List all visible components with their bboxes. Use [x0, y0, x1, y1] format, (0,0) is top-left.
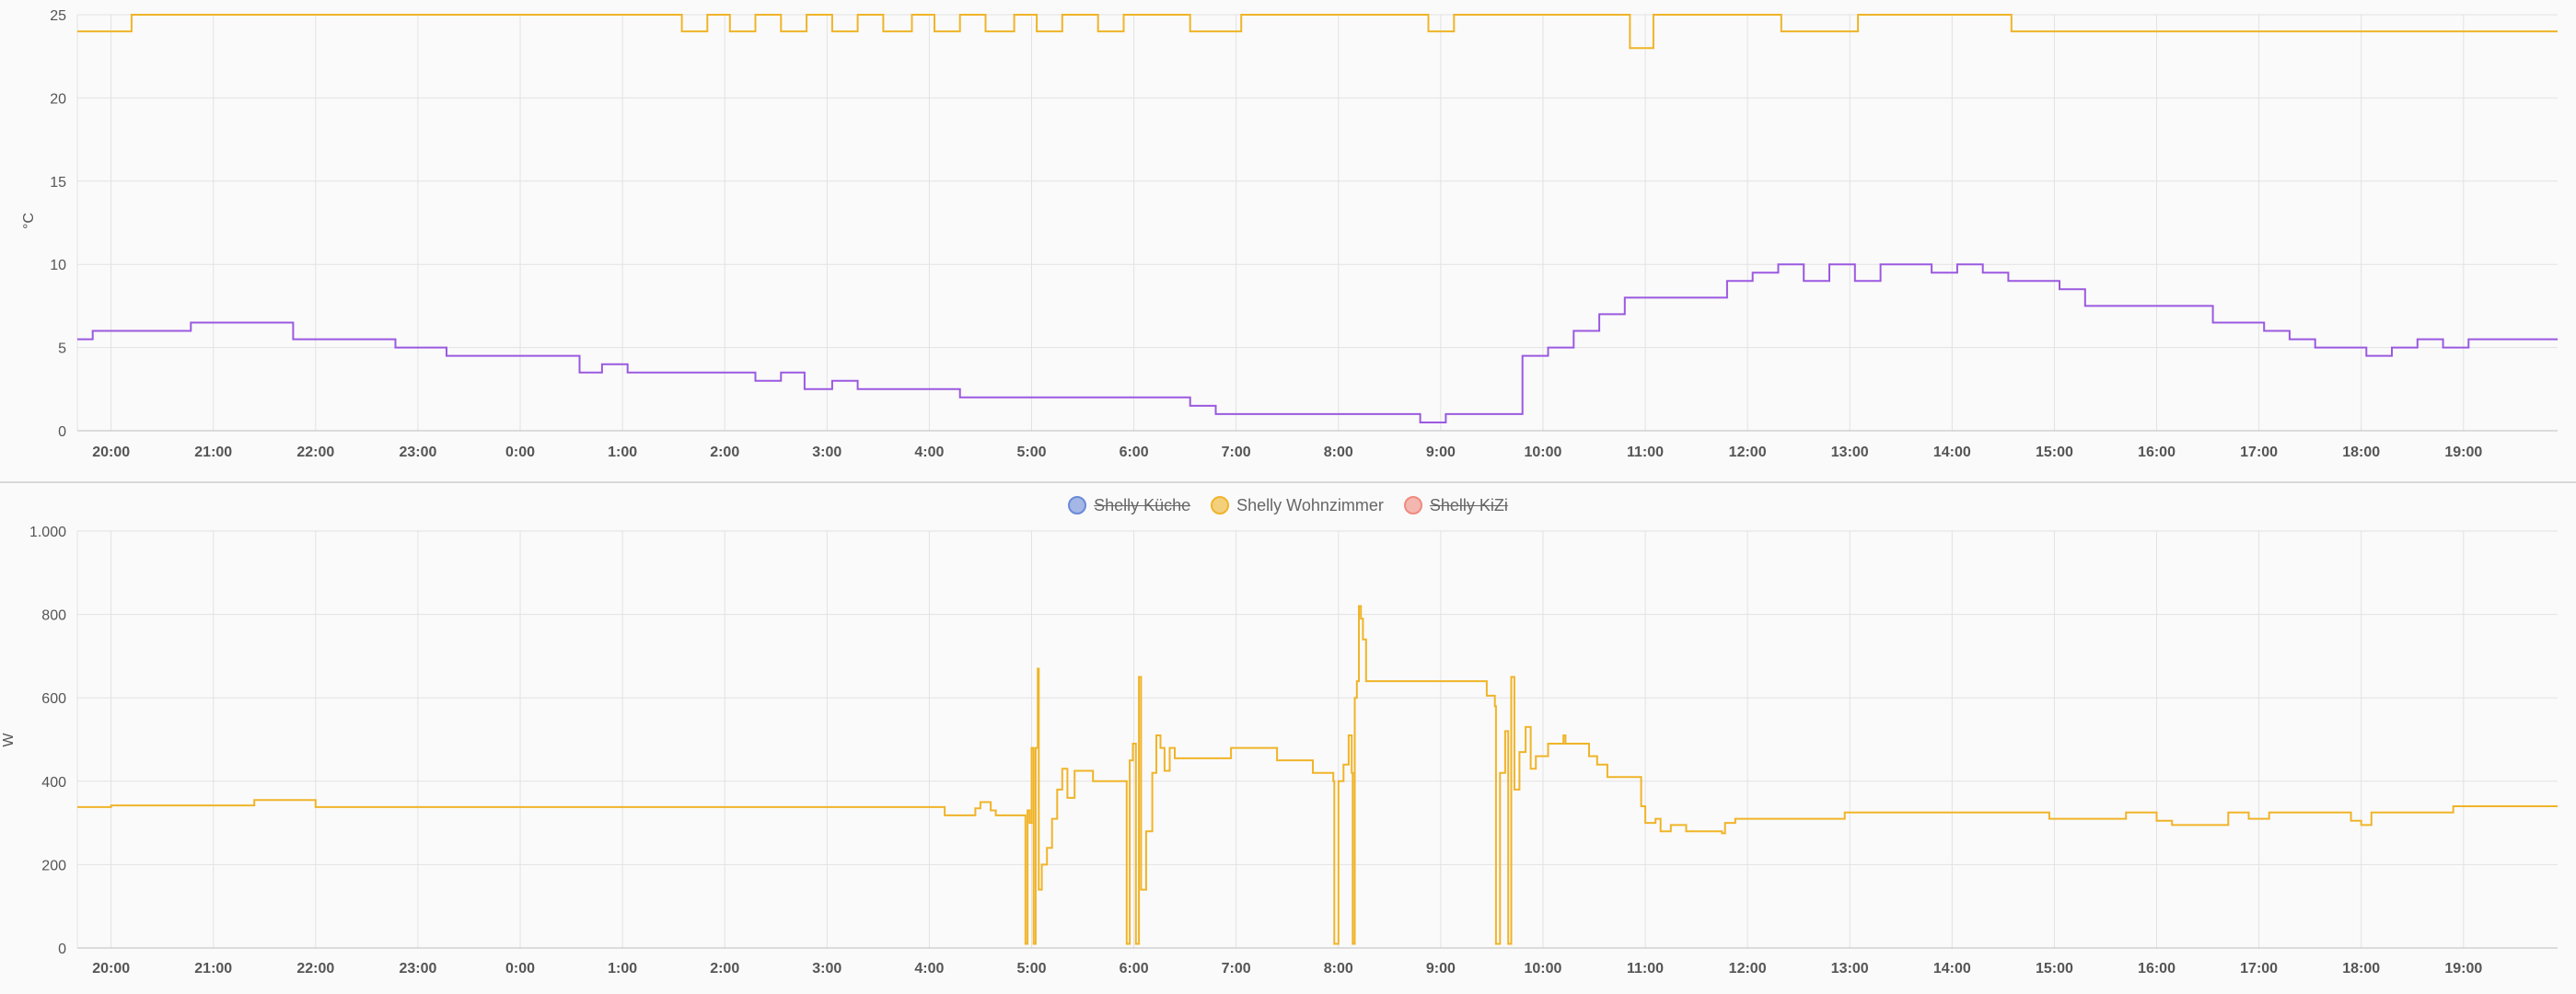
- temp-x-tick-label: 14:00: [1933, 445, 1971, 460]
- temp-series-line-1: [77, 263, 2558, 423]
- power-x-tick-label: 17:00: [2240, 961, 2278, 977]
- temp-x-tick-label: 5:00: [1016, 445, 1046, 460]
- power-series-line-shelly-wohnzimmer: [77, 605, 2558, 945]
- power-x-tick-label: 4:00: [914, 961, 944, 977]
- temp-series-line-0: [77, 14, 2558, 50]
- temp-y-tick-label: 5: [58, 341, 66, 357]
- power-x-tick-label: 21:00: [194, 961, 232, 977]
- legend-item-shelly-wohnzimmer[interactable]: Shelly Wohnzimmer: [1211, 496, 1384, 515]
- temp-x-tick-label: 3:00: [812, 445, 841, 460]
- power-x-tick-label: 1:00: [608, 961, 637, 977]
- temp-x-tick-label: 9:00: [1426, 445, 1456, 460]
- legend-item-shelly-k-che[interactable]: Shelly Küche: [1068, 496, 1190, 515]
- temp-x-tick-label: 18:00: [2342, 445, 2380, 460]
- power-x-tick-label: 10:00: [1524, 961, 1561, 977]
- power-x-tick-label: 16:00: [2138, 961, 2176, 977]
- legend-swatch-icon: [1068, 496, 1087, 514]
- power-y-tick-label: 1.000: [29, 525, 66, 540]
- temperature-chart: 0 5 10 15 20 25 20:00 21:00 22:00 23:00 0:00 1:00 2:…: [21, 8, 2558, 460]
- temp-y-tick-label: 20: [50, 91, 66, 107]
- temp-y-tick-label: 25: [50, 8, 66, 24]
- power-x-tick-label: 0:00: [505, 961, 535, 977]
- temp-x-tick-label: 21:00: [194, 445, 232, 460]
- power-x-tick-label: 11:00: [1627, 961, 1664, 977]
- temp-x-tick-label: 11:00: [1627, 445, 1664, 460]
- temp-x-tick-label: 23:00: [399, 445, 436, 460]
- power-x-tick-label: 20:00: [92, 961, 130, 977]
- power-x-tick-label: 15:00: [2036, 961, 2073, 977]
- power-x-tick-label: 2:00: [710, 961, 739, 977]
- power-y-tick-label: 200: [41, 858, 66, 873]
- temp-x-tick-label: 8:00: [1324, 445, 1353, 460]
- power-x-tick-label: 5:00: [1016, 961, 1046, 977]
- legend-label: Shelly Wohnzimmer: [1236, 495, 1384, 514]
- power-y-axis-label: W: [1, 733, 17, 747]
- power-x-tick-label: 13:00: [1831, 961, 1869, 977]
- power-x-tick-label: 23:00: [399, 961, 436, 977]
- legend-swatch-icon: [1403, 496, 1422, 514]
- power-x-tick-label: 19:00: [2444, 961, 2482, 977]
- power-y-tick-label: 800: [41, 608, 66, 624]
- legend-item-shelly-kizi[interactable]: Shelly KiZi: [1403, 495, 1508, 515]
- temp-y-tick-label: 10: [50, 258, 66, 273]
- power-x-tick-label: 3:00: [812, 961, 841, 977]
- power-chart-legend: Shelly Küche Shelly Wohnzimmer Shelly KiZi: [0, 491, 2576, 519]
- temp-x-tick-label: 1:00: [608, 445, 637, 460]
- temp-x-tick-label: 6:00: [1120, 445, 1149, 460]
- legend-label: Shelly Küche: [1094, 495, 1191, 514]
- power-y-tick-label: 0: [58, 942, 66, 957]
- temp-x-tick-label: 7:00: [1222, 445, 1251, 460]
- temp-x-tick-label: 19:00: [2444, 445, 2482, 460]
- temp-y-tick-label: 15: [50, 175, 66, 191]
- power-x-tick-label: 18:00: [2342, 961, 2380, 977]
- temp-x-tick-label: 16:00: [2138, 445, 2176, 460]
- temp-x-tick-label: 10:00: [1524, 445, 1561, 460]
- power-y-tick-label: 400: [41, 775, 66, 791]
- power-x-tick-label: 12:00: [1729, 961, 1767, 977]
- temp-x-tick-label: 20:00: [92, 445, 130, 460]
- legend-label: Shelly KiZi: [1429, 495, 1508, 514]
- temp-y-axis-label: °C: [21, 213, 37, 229]
- temp-x-tick-label: 17:00: [2240, 445, 2278, 460]
- power-x-tick-label: 22:00: [296, 961, 334, 977]
- legend-swatch-icon: [1211, 496, 1230, 514]
- temp-x-tick-label: 15:00: [2036, 445, 2073, 460]
- temp-x-tick-label: 22:00: [296, 445, 334, 460]
- power-x-tick-label: 14:00: [1933, 961, 1971, 977]
- temp-x-tick-label: 2:00: [710, 445, 739, 460]
- temp-x-tick-label: 0:00: [505, 445, 535, 460]
- power-x-tick-label: 6:00: [1120, 961, 1149, 977]
- temp-y-tick-label: 0: [58, 424, 66, 440]
- power-y-tick-label: 600: [41, 691, 66, 707]
- power-x-tick-label: 7:00: [1222, 961, 1251, 977]
- temp-x-tick-label: 13:00: [1831, 445, 1869, 460]
- temp-x-tick-label: 12:00: [1729, 445, 1767, 460]
- temp-x-tick-label: 4:00: [914, 445, 944, 460]
- power-chart: 0 200 400 600 800 1.000 20:00 21:00 22:00 23:00 0:…: [1, 525, 2558, 977]
- power-x-tick-label: 8:00: [1324, 961, 1353, 977]
- power-x-tick-label: 9:00: [1426, 961, 1456, 977]
